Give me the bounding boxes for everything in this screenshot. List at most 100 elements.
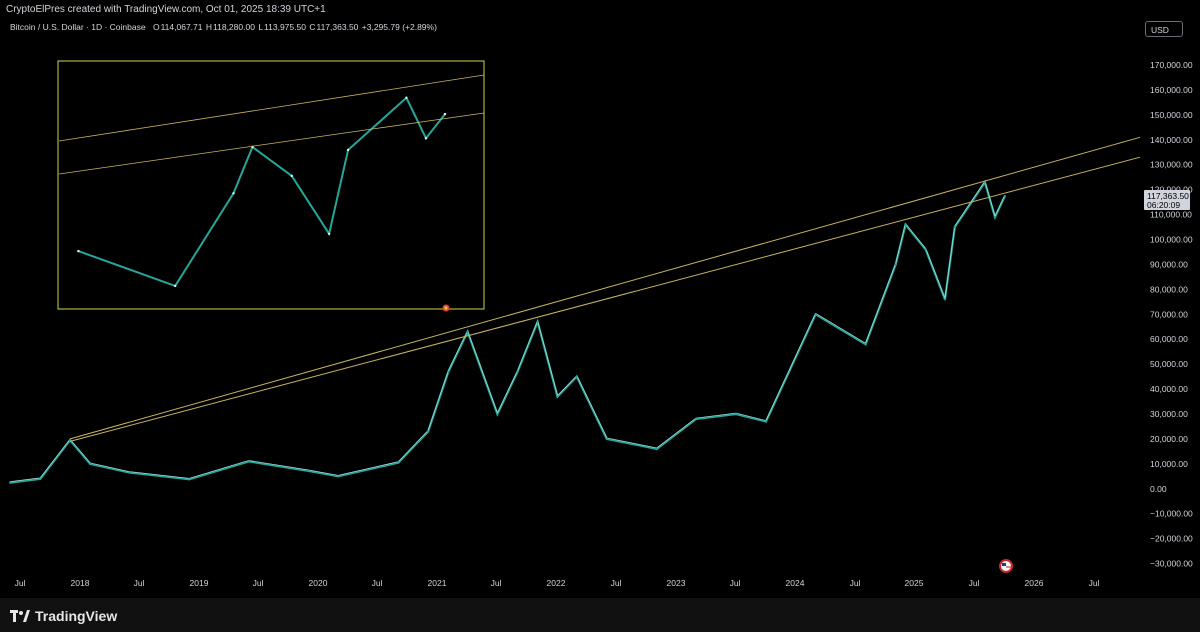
y-tick-label: 40,000.00 (1150, 384, 1188, 394)
ohlc-open-value: 114,067.71 (160, 22, 203, 32)
ohlc-close-value: 117,363.50 (316, 22, 359, 32)
x-tick-label: Jul (611, 578, 622, 588)
ohlc-change: +3,295.79 (+2.89%) (361, 22, 437, 32)
price-point (1003, 195, 1006, 198)
inset-price-point (443, 112, 447, 116)
x-tick-label: Jul (850, 578, 861, 588)
x-tick-label: 2026 (1025, 578, 1044, 588)
x-axis[interactable]: Jul 2018 Jul 2019 Jul 2020 Jul 2021 Jul 2022 Jul 20… (15, 578, 1100, 588)
y-axis[interactable]: 170,000.00 160,000.00 150,000.00 140,000.00… (1150, 60, 1193, 569)
inset-price-point (77, 249, 80, 253)
y-tick-label: 80,000.00 (1150, 284, 1188, 294)
trendlines (69, 136, 1141, 442)
footer-bar (0, 598, 1200, 632)
x-tick-label: 2024 (786, 578, 805, 588)
price-point (426, 430, 430, 433)
inset-price-point (424, 137, 428, 140)
x-tick-label: 2018 (71, 578, 90, 588)
price-point (575, 375, 578, 378)
price-point (247, 460, 250, 463)
symbol-legend: Bitcoin / U.S. Dollar · 1D · Coinbase O1… (10, 22, 438, 32)
y-tick-label: 30,000.00 (1150, 409, 1188, 419)
y-tick-label: 140,000.00 (1150, 135, 1193, 145)
x-tick-label: 2019 (190, 578, 209, 588)
x-tick-label: Jul (253, 578, 264, 588)
price-point (904, 223, 907, 226)
price-point (605, 437, 608, 441)
ohlc-open-label: O (152, 22, 160, 32)
inset-trendlines (58, 74, 485, 175)
currency-button[interactable]: USD (1145, 21, 1183, 37)
inset-price-point (346, 148, 350, 152)
tradingview-logo-icon (10, 610, 30, 622)
price-point (764, 420, 768, 423)
price-tag-price: 117,363.50 (1147, 191, 1189, 201)
inset-price-series (77, 96, 447, 288)
x-tick-label: Jul (372, 578, 383, 588)
price-point (39, 477, 42, 480)
inset-price-point (405, 96, 408, 100)
inset-border (57, 60, 485, 310)
x-tick-label: Jul (730, 578, 741, 588)
y-tick-label: 170,000.00 (1150, 60, 1193, 70)
inset-trendline-lower (58, 112, 485, 175)
y-tick-label: 130,000.00 (1150, 160, 1193, 170)
price-point (734, 412, 738, 416)
inset-price-point (290, 174, 293, 178)
ohlc-high-value: 118,280.00 (213, 22, 255, 32)
x-tick-label: Jul (491, 578, 502, 588)
price-point (128, 471, 131, 474)
inset-price-point (327, 232, 331, 235)
price-point (943, 298, 947, 301)
price-chart[interactable]: 170,000.00 160,000.00 150,000.00 140,000.00… (0, 0, 1200, 598)
x-tick-label: 2020 (309, 578, 328, 588)
price-point (655, 447, 658, 451)
y-tick-label: 110,000.00 (1150, 210, 1192, 220)
price-point (496, 412, 499, 416)
price-point (337, 475, 340, 478)
price-tag-box (1144, 190, 1190, 210)
price-point (993, 215, 997, 219)
inset-zoom-panel (57, 60, 485, 312)
price-point (556, 395, 559, 398)
price-point (307, 469, 310, 473)
y-tick-label: 120,000.00 (1150, 185, 1193, 195)
price-point (447, 370, 450, 373)
ohlc-low-value: 113,975.50 (264, 22, 306, 32)
price-point (397, 461, 400, 464)
inset-price-point (174, 284, 177, 288)
price-point (516, 370, 519, 373)
x-tick-label: 2023 (667, 578, 686, 588)
y-tick-label: −20,000.00 (1150, 534, 1193, 544)
chart-attribution: CryptoElPres created with TradingView.co… (6, 4, 326, 15)
price-series (9, 179, 1006, 484)
y-tick-label: 0.00 (1150, 484, 1167, 494)
y-tick-label: 90,000.00 (1150, 259, 1188, 269)
trendline[interactable] (69, 156, 1141, 442)
x-tick-label: Jul (1089, 578, 1100, 588)
y-tick-label: 50,000.00 (1150, 359, 1188, 369)
symbol-name: Bitcoin / U.S. Dollar · 1D · Coinbase (10, 22, 146, 32)
price-tag: 117,363.50 06:20:09 (1144, 190, 1190, 210)
ohlc-high-label: H (205, 22, 213, 32)
x-tick-label: Jul (134, 578, 145, 588)
price-tag-countdown: 06:20:09 (1147, 200, 1180, 210)
y-tick-label: 100,000.00 (1150, 235, 1193, 245)
y-tick-label: 150,000.00 (1150, 110, 1193, 120)
trendline[interactable] (69, 136, 1141, 440)
y-tick-label: 160,000.00 (1150, 85, 1193, 95)
y-tick-label: −10,000.00 (1150, 509, 1193, 519)
x-tick-label: 2022 (547, 578, 566, 588)
ohlc-close-label: C (309, 22, 316, 32)
price-point (466, 330, 469, 333)
ohlc-low-label: L (258, 22, 264, 32)
price-point (894, 263, 897, 266)
us-flag-event-icon[interactable] (999, 559, 1013, 573)
price-point (9, 481, 12, 484)
tradingview-logo-text: TradingView (35, 608, 118, 624)
price-point (536, 320, 539, 323)
tradingview-logo[interactable]: TradingView (10, 606, 117, 626)
y-tick-label: −30,000.00 (1150, 559, 1193, 569)
header: CryptoElPres created with TradingView.co… (0, 0, 1200, 20)
x-tick-label: 2021 (428, 578, 447, 588)
